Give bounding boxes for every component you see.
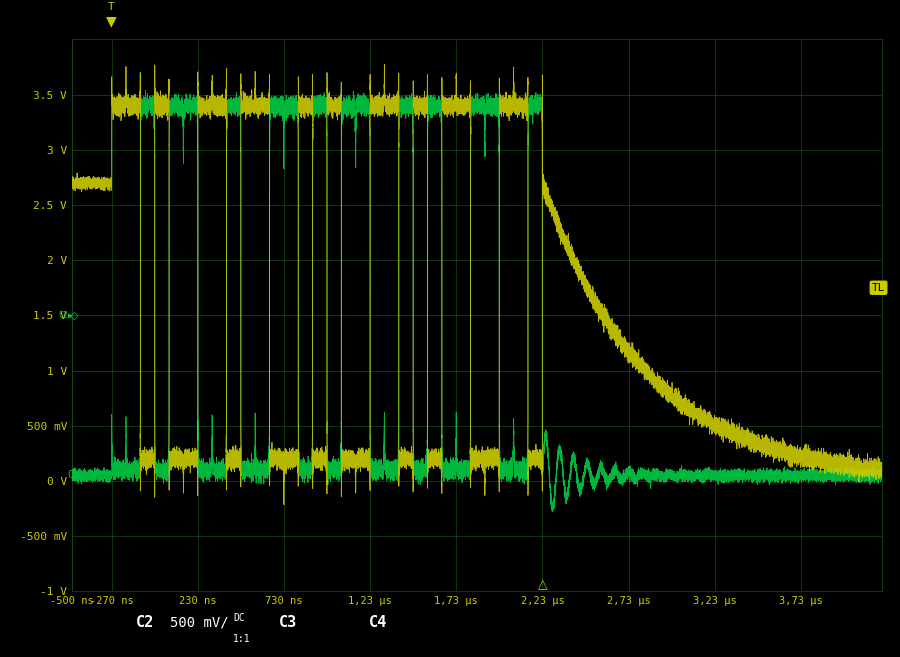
Text: DC: DC (107, 612, 119, 623)
Text: 500 mV/: 500 mV/ (44, 616, 103, 630)
Text: TL: TL (872, 283, 886, 293)
Text: 1:1: 1:1 (107, 633, 125, 644)
Text: △: △ (537, 578, 547, 591)
Text: C4: C4 (369, 616, 387, 630)
Text: C3: C3 (279, 616, 297, 630)
Text: C2: C2 (68, 470, 79, 480)
Text: C1: C1 (10, 616, 28, 630)
Text: DC: DC (233, 612, 245, 623)
Text: C2▶: C2▶ (58, 311, 74, 320)
Text: ◇: ◇ (69, 310, 78, 321)
Text: C2: C2 (136, 616, 154, 630)
Text: 500 mV/: 500 mV/ (170, 616, 229, 630)
Text: ▼: ▼ (106, 14, 117, 28)
Text: 1:1: 1:1 (233, 633, 251, 644)
Text: T: T (108, 2, 115, 12)
